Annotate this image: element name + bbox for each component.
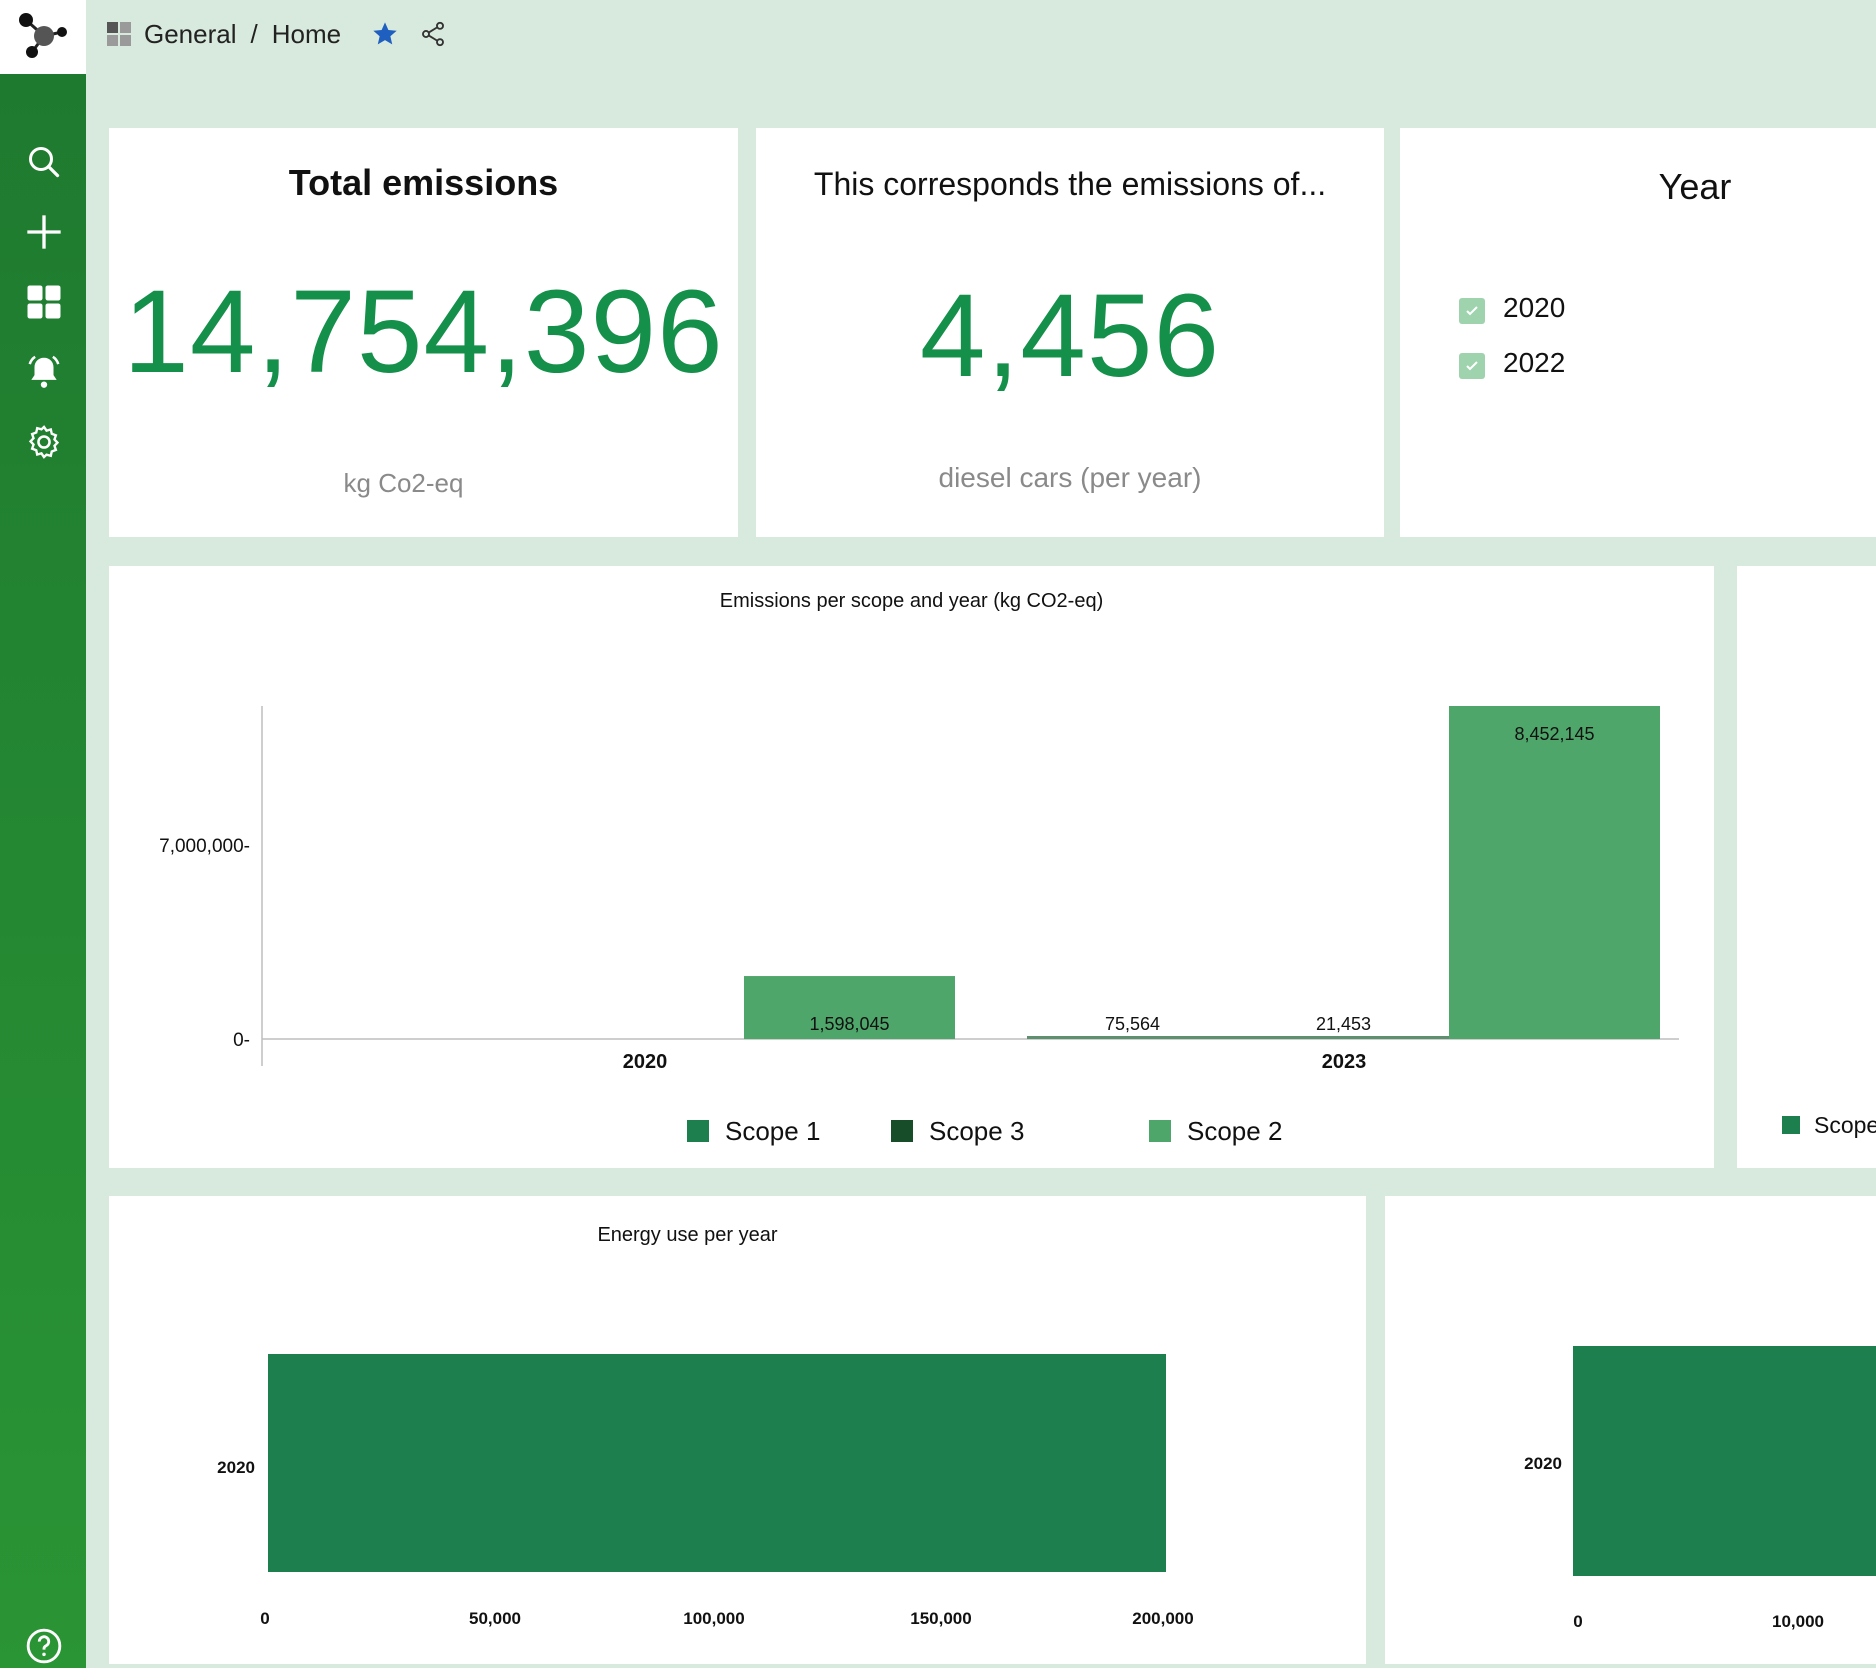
gear-icon — [28, 425, 60, 459]
share-icon[interactable] — [419, 20, 447, 48]
sidebar-dashboards[interactable] — [22, 280, 66, 324]
data-label: 8,452,145 — [1514, 724, 1594, 744]
partial-legend-swatch — [1782, 1116, 1800, 1134]
bar-scope-3-2023[interactable] — [1238, 1036, 1449, 1039]
bar-scope-2-2023[interactable] — [1449, 706, 1660, 1039]
logo-icon — [19, 13, 67, 58]
energy-chart-title: Energy use per year — [597, 1224, 778, 1246]
data-label: 75,564 — [1105, 1014, 1160, 1034]
partial-energy-card: 2020 0 10,000 — [1385, 1196, 1876, 1664]
sidebar-alerts[interactable] — [22, 350, 66, 394]
kpi-total-unit: kg Co2-eq — [343, 468, 464, 498]
legend-swatch-scope-1 — [687, 1120, 709, 1142]
bar-scope-2-2020[interactable] — [744, 976, 955, 1039]
dashboards-icon — [27, 285, 61, 319]
x-tick-label: 10,000 — [1772, 1612, 1824, 1631]
legend-swatch-scope-3 — [891, 1120, 913, 1142]
year-filter-title: Year — [1658, 166, 1732, 207]
legend-label-scope-2: Scope 2 — [1187, 1116, 1282, 1146]
bar-scope-1-2023[interactable] — [1027, 1036, 1238, 1039]
energy-chart: 2020 0 50,000 100,000 150,000 200,000 — [217, 1354, 1194, 1628]
year-label-2020[interactable]: 2020 — [1503, 292, 1566, 323]
year-checkbox-2020[interactable] — [1459, 298, 1485, 324]
sidebar-create[interactable] — [22, 210, 66, 254]
y-tick-label: 7,000,000- — [159, 836, 250, 857]
bar-2020 — [1573, 1346, 1876, 1576]
sidebar-help[interactable] — [22, 1624, 66, 1668]
legend-label-scope-1: Scope 1 — [725, 1116, 820, 1146]
kpi-equivalent-unit: diesel cars (per year) — [938, 462, 1202, 493]
emissions-chart-card: Emissions per scope and year (kg CO2-eq)… — [109, 566, 1714, 1168]
partial-energy-chart: 2020 0 10,000 — [1524, 1346, 1876, 1631]
legend-swatch-scope-2 — [1149, 1120, 1171, 1142]
y-tick-label: 2020 — [1524, 1454, 1562, 1473]
y-tick-label: 0- — [233, 1030, 250, 1051]
year-checkbox-2022[interactable] — [1459, 353, 1485, 379]
x-tick-label: 50,000 — [469, 1609, 521, 1628]
breadcrumb: General / Home — [106, 14, 447, 54]
star-icon[interactable] — [371, 20, 399, 48]
kpi-equivalent-value: 4,456 — [919, 270, 1221, 402]
sidebar — [0, 74, 86, 1668]
energy-chart-card: Energy use per year 2020 0 50,000 100,00… — [109, 1196, 1366, 1664]
checkmark-icon — [1466, 361, 1478, 371]
year-filter-card: Year 2020 2022 — [1400, 128, 1876, 537]
sidebar-settings[interactable] — [22, 420, 66, 464]
breadcrumb-page: Home — [271, 18, 342, 49]
x-tick-label: 2023 — [1322, 1051, 1367, 1073]
kpi-total-title: Total emissions — [288, 162, 559, 203]
x-tick-label: 0 — [1573, 1612, 1582, 1631]
x-tick-label: 200,000 — [1132, 1609, 1193, 1628]
chart-legend: Scope 1 Scope 3 Scope 2 — [687, 1116, 1282, 1146]
kpi-equivalent: This corresponds the emissions of... 4,4… — [756, 128, 1384, 537]
app-logo[interactable] — [0, 0, 86, 74]
emissions-chart-title: Emissions per scope and year (kg CO2-eq) — [719, 590, 1104, 612]
dashboard-grid-icon — [107, 22, 131, 46]
sidebar-search[interactable] — [22, 140, 66, 184]
breadcrumb-separator: / — [250, 18, 258, 49]
x-tick-label: 0 — [260, 1609, 269, 1628]
year-label-2022[interactable]: 2022 — [1503, 347, 1566, 378]
kpi-total-value: 14,754,396 — [123, 266, 724, 398]
legend-label-scope-3: Scope 3 — [929, 1116, 1024, 1146]
kpi-total-emissions: Total emissions 14,754,396 kg Co2-eq — [109, 128, 738, 537]
partial-chart-card: Scope — [1737, 566, 1876, 1168]
kpi-equivalent-title: This corresponds the emissions of... — [813, 166, 1327, 202]
y-tick-label: 2020 — [217, 1458, 255, 1477]
partial-legend-label: Scope — [1814, 1112, 1876, 1138]
x-tick-label: 2020 — [623, 1051, 668, 1073]
checkmark-icon — [1466, 306, 1478, 316]
data-label: 1,598,045 — [809, 1014, 889, 1034]
emissions-chart: 7,000,000- 0- 1,598,045 75,564 21,453 8,452… — [159, 706, 1679, 1146]
bar-energy-2020[interactable] — [268, 1354, 1166, 1572]
data-label: 21,453 — [1316, 1014, 1371, 1034]
x-tick-label: 150,000 — [910, 1609, 971, 1628]
bell-icon — [28, 355, 60, 388]
plus-icon — [27, 215, 61, 249]
search-icon — [29, 147, 60, 178]
breadcrumb-section[interactable]: General — [144, 18, 237, 49]
x-tick-label: 100,000 — [683, 1609, 744, 1628]
help-icon — [26, 1628, 62, 1664]
